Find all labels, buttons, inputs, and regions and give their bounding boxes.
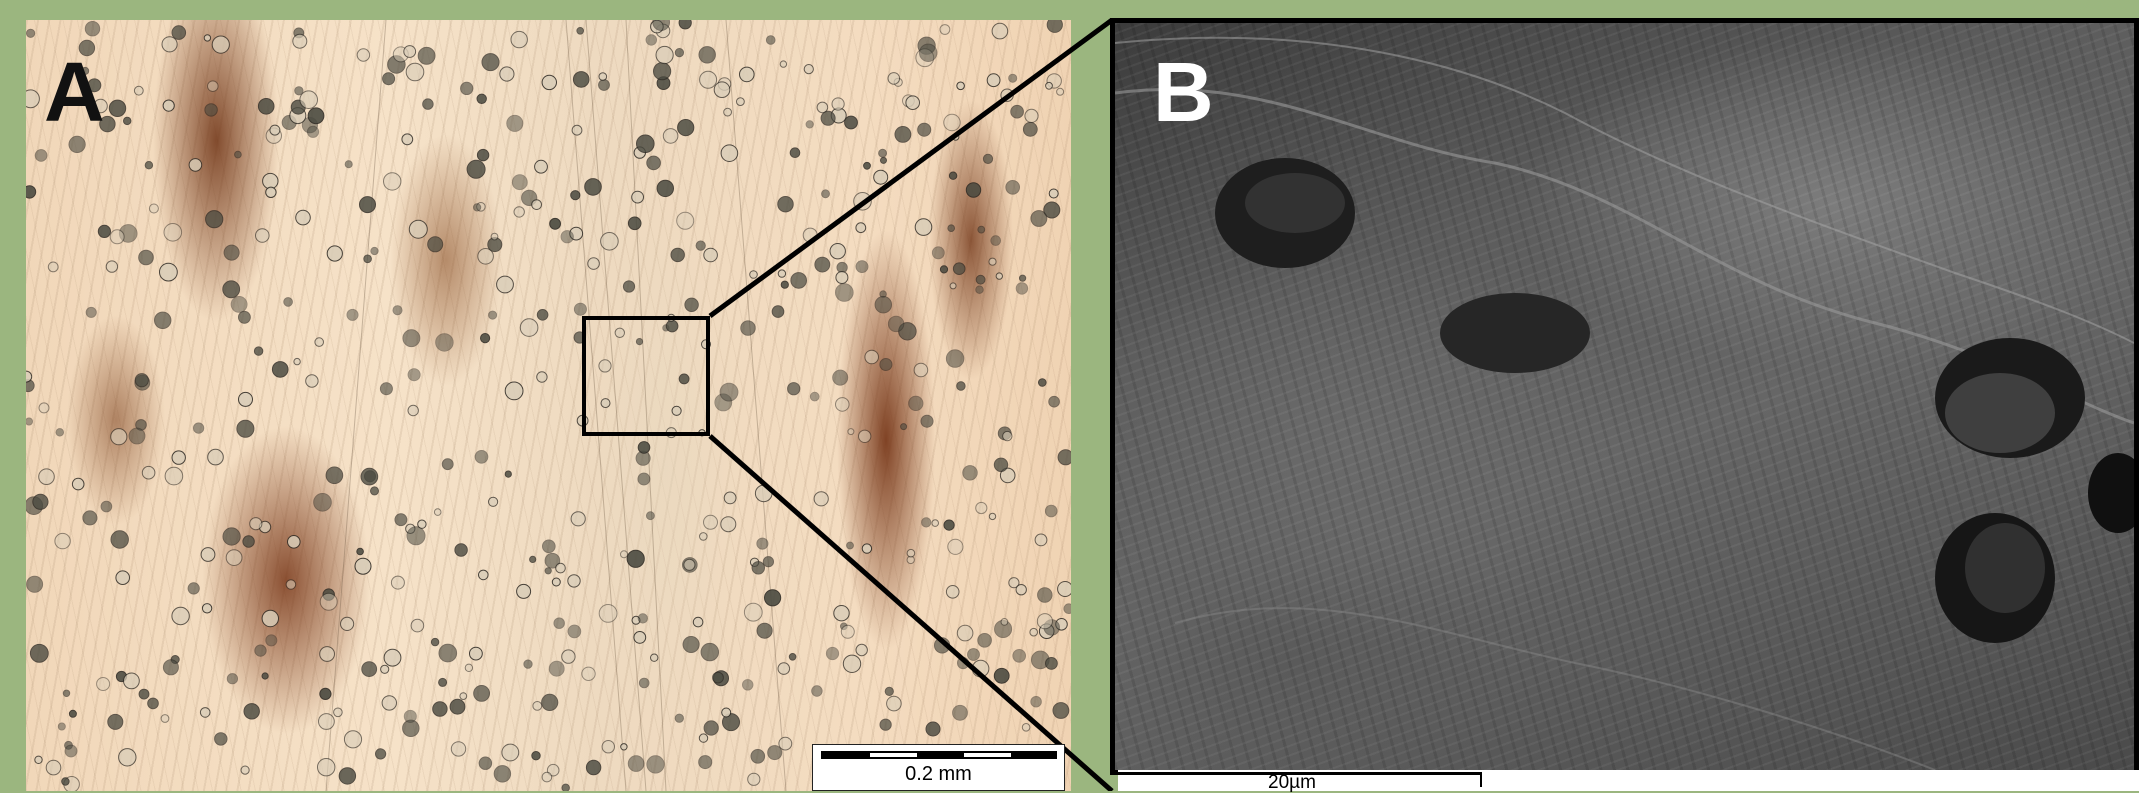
scale-bar-b-tick xyxy=(1480,772,1482,787)
scale-bar-a: 0.2 mm xyxy=(812,744,1065,791)
sem-panel-b xyxy=(1110,18,2139,775)
pore-2 xyxy=(1440,293,1590,373)
micrograph-panel-a xyxy=(26,20,1071,791)
scale-bar-a-label: 0.2 mm xyxy=(905,763,972,785)
panel-label-a: A xyxy=(44,45,105,139)
scale-bar-a-ruler xyxy=(821,751,1057,759)
scale-bar-b-label: 20µm xyxy=(1268,772,1316,793)
scale-bar-b: 20µm xyxy=(1118,770,2139,793)
panel-label-b: B xyxy=(1153,45,1214,139)
sem-texture xyxy=(1115,36,2134,770)
scale-bar-b-line xyxy=(1118,772,1482,775)
inset-box xyxy=(582,316,710,436)
